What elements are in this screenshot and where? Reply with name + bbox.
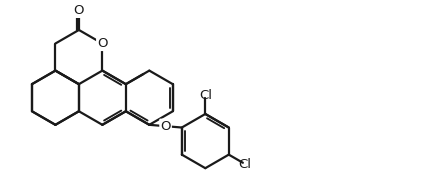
Text: Cl: Cl <box>239 158 252 171</box>
Text: O: O <box>97 37 108 50</box>
Text: O: O <box>74 4 84 17</box>
Text: Cl: Cl <box>199 89 212 102</box>
Text: O: O <box>160 120 171 133</box>
